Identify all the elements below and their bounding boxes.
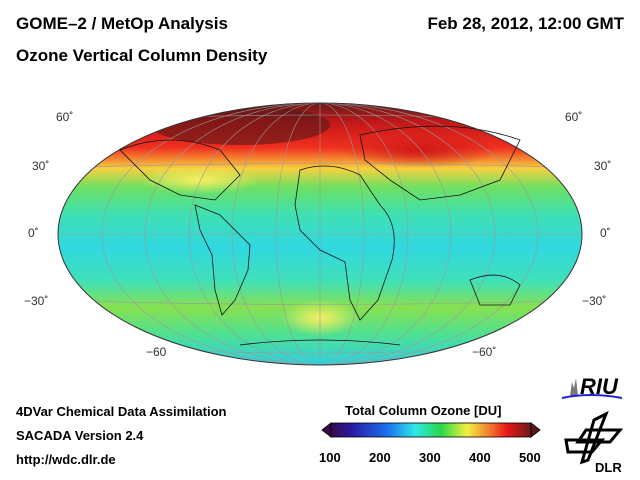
- lat-label-left: −30˚: [24, 294, 49, 308]
- lat-label-left: 0˚: [28, 226, 39, 240]
- lat-label-right: 0˚: [600, 226, 611, 240]
- footer-line2: SACADA Version 2.4: [16, 428, 144, 443]
- footer-url[interactable]: http://wdc.dlr.de: [16, 452, 116, 467]
- lat-label-right: 60˚: [565, 110, 583, 124]
- lat-label-left: 30˚: [32, 159, 50, 173]
- lat-label-left: 60˚: [56, 110, 74, 124]
- riu-logo-text: RIU: [580, 374, 618, 399]
- coastlines: [119, 125, 521, 346]
- colorbar: [321, 422, 541, 438]
- app-title: GOME–2 / MetOp Analysis: [16, 14, 228, 33]
- lat-label-left: −60: [146, 345, 167, 359]
- datetime: Feb 28, 2012, 12:00 GMT: [427, 14, 624, 33]
- colorbar-under-arrow: [321, 422, 332, 438]
- colorbar-tick: 100: [319, 450, 341, 465]
- colorbar-tick: 200: [369, 450, 391, 465]
- colorbar-title: Total Column Ozone [DU]: [345, 403, 502, 418]
- colorbar-tick: 400: [469, 450, 491, 465]
- dlr-logo-icon: [564, 410, 624, 465]
- map-subtitle: Ozone Vertical Column Density: [16, 46, 268, 65]
- map-border: [57, 102, 583, 366]
- lat-label-right: 30˚: [594, 159, 612, 173]
- colorbar-gradient: [330, 422, 532, 438]
- footer-line1: 4DVar Chemical Data Assimilation: [16, 404, 227, 419]
- dlr-logo-text: DLR: [595, 460, 622, 475]
- colorbar-tick: 300: [419, 450, 441, 465]
- lat-label-right: −30˚: [582, 294, 607, 308]
- riu-logo: [561, 378, 623, 399]
- colorbar-tick: 500: [519, 450, 541, 465]
- colorbar-over-arrow: [530, 422, 541, 438]
- lat-label-right: −60˚: [472, 345, 497, 359]
